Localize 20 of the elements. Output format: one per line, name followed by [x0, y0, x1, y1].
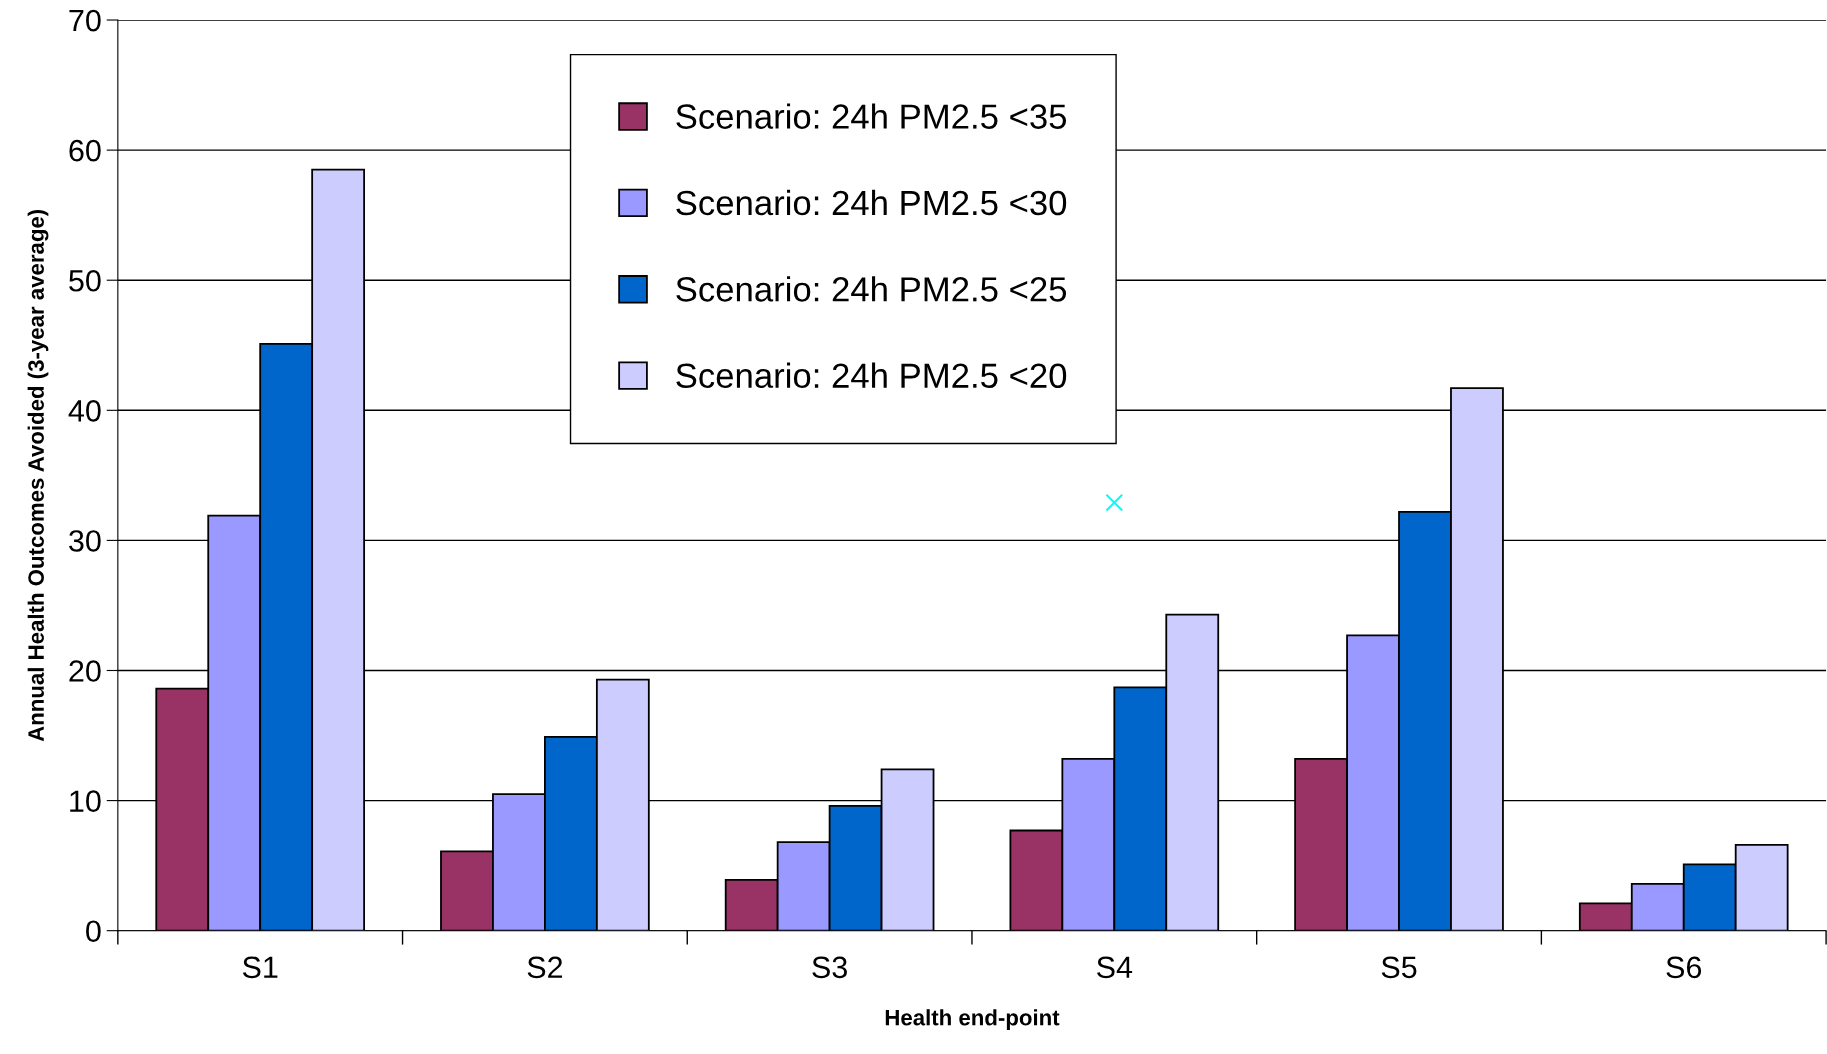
x-tick-label: S4 [1097, 956, 1133, 979]
legend-label: Scenario: 24h PM2.5 <25 [676, 276, 1067, 302]
y-tick-label: 40 [68, 400, 101, 422]
y-tick-label: 50 [69, 269, 101, 292]
legend-label: Scenario: 24h PM2.5 <35 [676, 103, 1067, 129]
y-tick-label: 60 [69, 139, 101, 162]
y-tick-label: 10 [70, 790, 101, 812]
x-tick-label: S6 [1666, 956, 1702, 979]
x-tick-label: S2 [527, 956, 563, 979]
y-tick-label: 20 [69, 660, 101, 682]
y-tick-label: 30 [69, 530, 101, 552]
y-tick-label: 0 [86, 920, 101, 943]
x-tick-label: S1 [242, 956, 278, 979]
y-tick-label: 70 [69, 9, 101, 32]
x-tick-label: S3 [812, 956, 847, 979]
x-axis-title: Health end-point [885, 1009, 1060, 1030]
legend-label: Scenario: 24h PM2.5 <20 [676, 362, 1067, 389]
legend-label: Scenario: 24h PM2.5 <30 [676, 189, 1067, 216]
y-axis-title: Annual Health Outcomes Avoided (3-year average) [27, 209, 49, 742]
x-tick-label: S5 [1381, 956, 1417, 979]
